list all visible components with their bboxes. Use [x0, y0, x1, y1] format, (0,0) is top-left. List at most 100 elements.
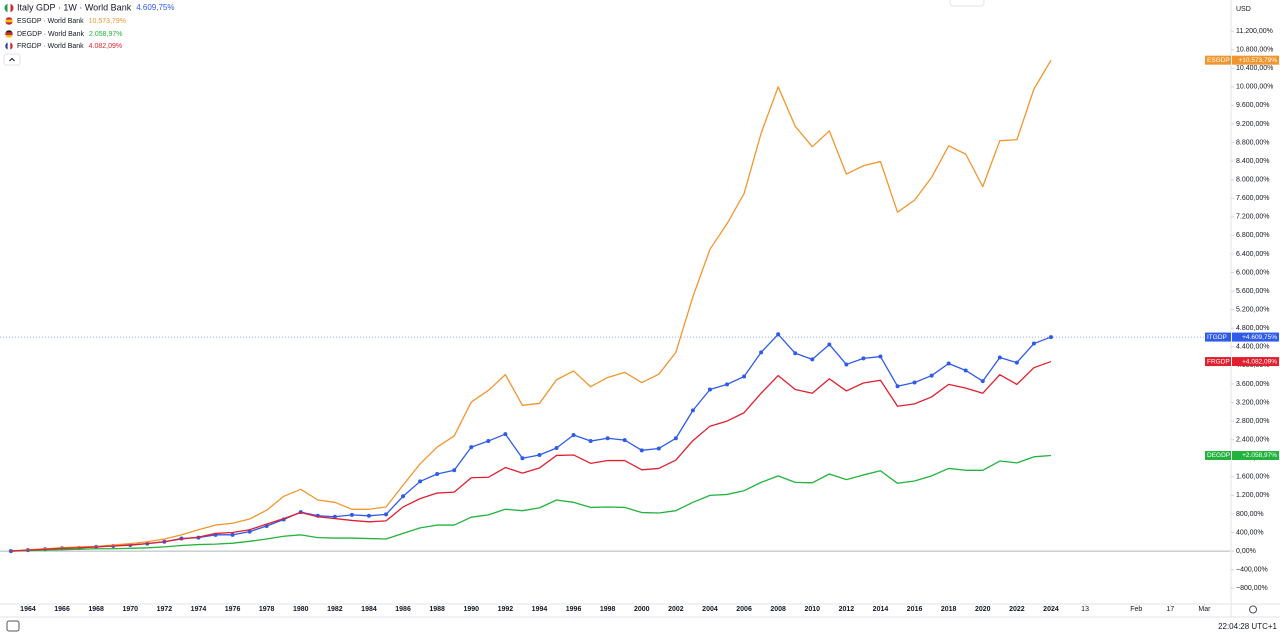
collapse-legend[interactable]	[3, 53, 21, 66]
series-marker	[673, 436, 678, 441]
y-tick-label: 800,00%	[1236, 511, 1264, 518]
series-marker	[571, 433, 576, 438]
x-tick-label: 2006	[736, 606, 752, 613]
series-marker	[844, 362, 849, 367]
series-marker	[912, 380, 917, 385]
flag-band	[10, 42, 13, 50]
x-tick-label: 1998	[600, 606, 616, 613]
x-tick-label: 17	[1166, 606, 1174, 613]
y-tick-label: 7.600,00%	[1236, 195, 1269, 202]
y-tick-label: 4.800,00%	[1236, 325, 1269, 332]
series-marker	[622, 438, 627, 443]
settings-icon[interactable]	[1249, 605, 1258, 614]
y-tick-label: −400,00%	[1236, 566, 1268, 573]
legend-value: 4.609,75%	[136, 3, 174, 12]
series-marker	[332, 514, 337, 519]
price-tag-name-bg	[1205, 55, 1231, 65]
legend-name: ESGDP · World Bank	[17, 18, 84, 25]
series-marker	[452, 468, 457, 473]
x-tick-label: 1984	[361, 606, 377, 613]
series-marker	[725, 382, 730, 387]
series-marker	[997, 355, 1002, 360]
price-tag-value-bg	[1232, 55, 1279, 65]
clock: 22:04:28 UTC+1	[1218, 622, 1277, 631]
currency-label[interactable]: USD	[1236, 6, 1251, 13]
x-tick-label: 2000	[634, 606, 650, 613]
price-tag-value: +4.082,09%	[1242, 358, 1277, 365]
price-tag-name-bg	[1205, 357, 1231, 367]
y-tick-label: 10.800,00%	[1236, 47, 1273, 54]
y-tick-label: 1.600,00%	[1236, 474, 1269, 481]
flag-band	[7, 3, 11, 13]
flag	[5, 17, 13, 25]
series-marker	[656, 446, 661, 451]
toolbar-button[interactable]	[949, 0, 985, 7]
flag	[4, 3, 14, 13]
series-marker	[401, 494, 406, 499]
x-tick-label: 2014	[873, 606, 889, 613]
y-tick-label: 0,00%	[1236, 548, 1256, 555]
y-tick-label: 4.400,00%	[1236, 344, 1269, 351]
legend-value: 4.082,09%	[89, 43, 122, 50]
series-marker	[384, 512, 389, 517]
legend-name: DEGDP · World Bank	[17, 31, 85, 38]
flag-band	[5, 17, 13, 20]
y-tick-label: 10.000,00%	[1236, 84, 1273, 91]
y-tick-label: 6.400,00%	[1236, 251, 1269, 258]
series-marker	[861, 356, 866, 361]
y-tick-label: −800,00%	[1236, 585, 1268, 592]
series-marker	[435, 472, 440, 477]
legend-value: 10.573,79%	[89, 18, 126, 25]
x-tick-label: 1964	[20, 606, 36, 613]
series-marker	[469, 445, 474, 450]
series-marker	[1031, 341, 1036, 346]
y-tick-label: 3.600,00%	[1236, 381, 1269, 388]
x-tick-label: 1972	[157, 606, 173, 613]
x-tick-label: 1974	[191, 606, 207, 613]
x-tick-label: 1978	[259, 606, 275, 613]
x-tick-label: 2002	[668, 606, 684, 613]
series-marker	[588, 439, 593, 444]
x-tick-label: 1968	[88, 606, 104, 613]
x-tick-label: 1970	[122, 606, 138, 613]
series-marker	[349, 512, 354, 517]
x-tick-label: 2016	[907, 606, 923, 613]
go-to-date[interactable]	[6, 620, 20, 632]
price-tag-value: +2.058,97%	[1242, 452, 1277, 459]
series-marker	[1014, 360, 1019, 365]
y-tick-label: 2.400,00%	[1236, 436, 1269, 443]
price-tag-name: ESGDP	[1207, 57, 1230, 64]
x-tick-label: 2010	[804, 606, 820, 613]
x-tick-label: 2008	[770, 606, 786, 613]
flag	[5, 30, 13, 38]
x-tick-label: 2018	[941, 606, 957, 613]
price-tag-name: FRGDP	[1207, 358, 1230, 365]
x-tick-label: 13	[1081, 606, 1089, 613]
series-marker	[639, 448, 644, 453]
price-tag-name: ITGDP	[1207, 334, 1227, 341]
flag-band	[5, 32, 13, 36]
flag-band	[7, 42, 11, 50]
y-tick-label: 6.000,00%	[1236, 269, 1269, 276]
series-line	[10, 360, 1052, 552]
x-tick-label: 1996	[566, 606, 582, 613]
series-marker	[230, 532, 235, 537]
series-marker	[929, 373, 934, 378]
series-marker	[486, 439, 491, 444]
y-tick-label: 9.200,00%	[1236, 121, 1269, 128]
y-tick-label: 9.600,00%	[1236, 102, 1269, 109]
x-tick-label: 2004	[702, 606, 718, 613]
x-tick-label: 2012	[839, 606, 855, 613]
x-tick-label: 1994	[532, 606, 548, 613]
x-tick-label: Feb	[1130, 606, 1142, 613]
x-tick-label: 1966	[54, 606, 70, 613]
x-tick-label: 1988	[429, 606, 445, 613]
series-marker	[878, 354, 883, 359]
flag-band	[5, 42, 8, 50]
price-tag-value-bg	[1232, 357, 1279, 367]
flag-band	[10, 3, 14, 13]
y-tick-label: 8.800,00%	[1236, 139, 1269, 146]
y-tick-label: 11.200,00%	[1236, 28, 1273, 35]
flag-band	[5, 22, 13, 25]
